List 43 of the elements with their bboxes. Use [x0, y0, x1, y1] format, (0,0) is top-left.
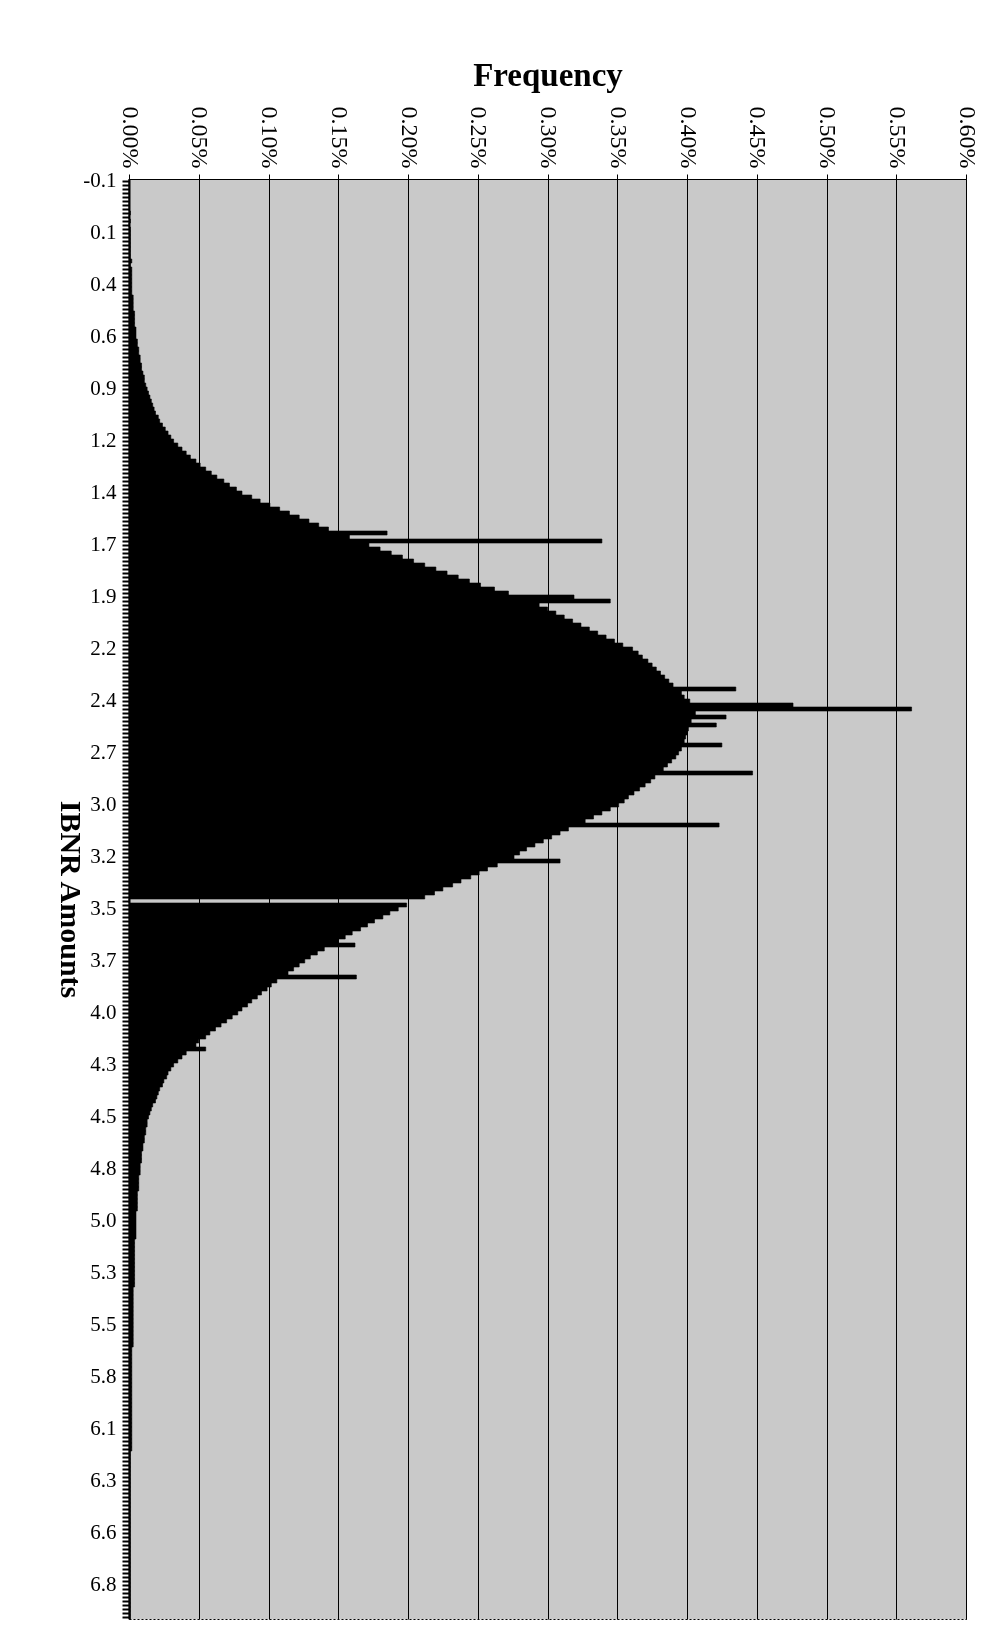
y-tick-label: 3.2: [90, 844, 117, 868]
y-tick-label: 5.8: [90, 1364, 117, 1388]
y-tick-label: 6.6: [90, 1520, 117, 1544]
y-tick-label: 5.5: [90, 1312, 117, 1336]
y-tick-label: -0.1: [83, 168, 117, 192]
y-tick-label: 2.7: [90, 740, 117, 764]
x-tick-label: 0.55%: [884, 106, 911, 169]
y-tick-label: 2.2: [90, 636, 117, 660]
y-tick-label: 0.1: [90, 220, 117, 244]
x-tick-label: 0.20%: [396, 106, 423, 169]
y-tick-label: 0.6: [90, 324, 117, 348]
y-tick-label: 2.4: [90, 688, 117, 712]
x-tick-label: 0.60%: [954, 106, 981, 169]
y-tick-label: 1.9: [90, 584, 117, 608]
y-tick-label: 6.3: [90, 1468, 117, 1492]
y-tick-label: 1.2: [90, 428, 117, 452]
x-tick-label: 0.40%: [675, 106, 702, 169]
y-tick-label: 5.0: [90, 1208, 117, 1232]
x-tick-label: 0.35%: [605, 106, 632, 169]
y-tick-label: 1.7: [90, 532, 117, 556]
y-tick-label: 4.0: [90, 1000, 117, 1024]
y-tick-label: 4.8: [90, 1156, 117, 1180]
y-tick-label: 3.0: [90, 792, 117, 816]
y-tick-label: 0.9: [90, 376, 117, 400]
x-tick-label: 0.05%: [187, 106, 214, 169]
y-tick-label: 3.7: [90, 948, 117, 972]
y-tick-label: 6.8: [90, 1572, 117, 1596]
y-tick-label: 5.3: [90, 1260, 117, 1284]
y-tick-label: 6.1: [90, 1416, 117, 1440]
y-tick-label: 0.4: [90, 272, 117, 296]
x-tick-label: 0.45%: [745, 106, 772, 169]
y-tick-label: 4.3: [90, 1052, 117, 1076]
y-tick-label: 1.4: [90, 480, 117, 504]
y-tick-label: 3.5: [90, 896, 117, 920]
x-tick-label: 0.25%: [466, 106, 493, 169]
x-axis-title: Frequency: [473, 56, 624, 93]
y-axis-title: IBNR Amounts: [55, 800, 89, 999]
x-tick-label: 0.15%: [326, 106, 353, 169]
x-tick-label: 0.50%: [815, 106, 841, 169]
x-tick-label: 0.30%: [536, 106, 562, 169]
x-tick-label: 0.00%: [117, 106, 144, 169]
y-tick-label: 4.5: [90, 1104, 117, 1128]
x-tick-label: 0.10%: [257, 106, 283, 169]
